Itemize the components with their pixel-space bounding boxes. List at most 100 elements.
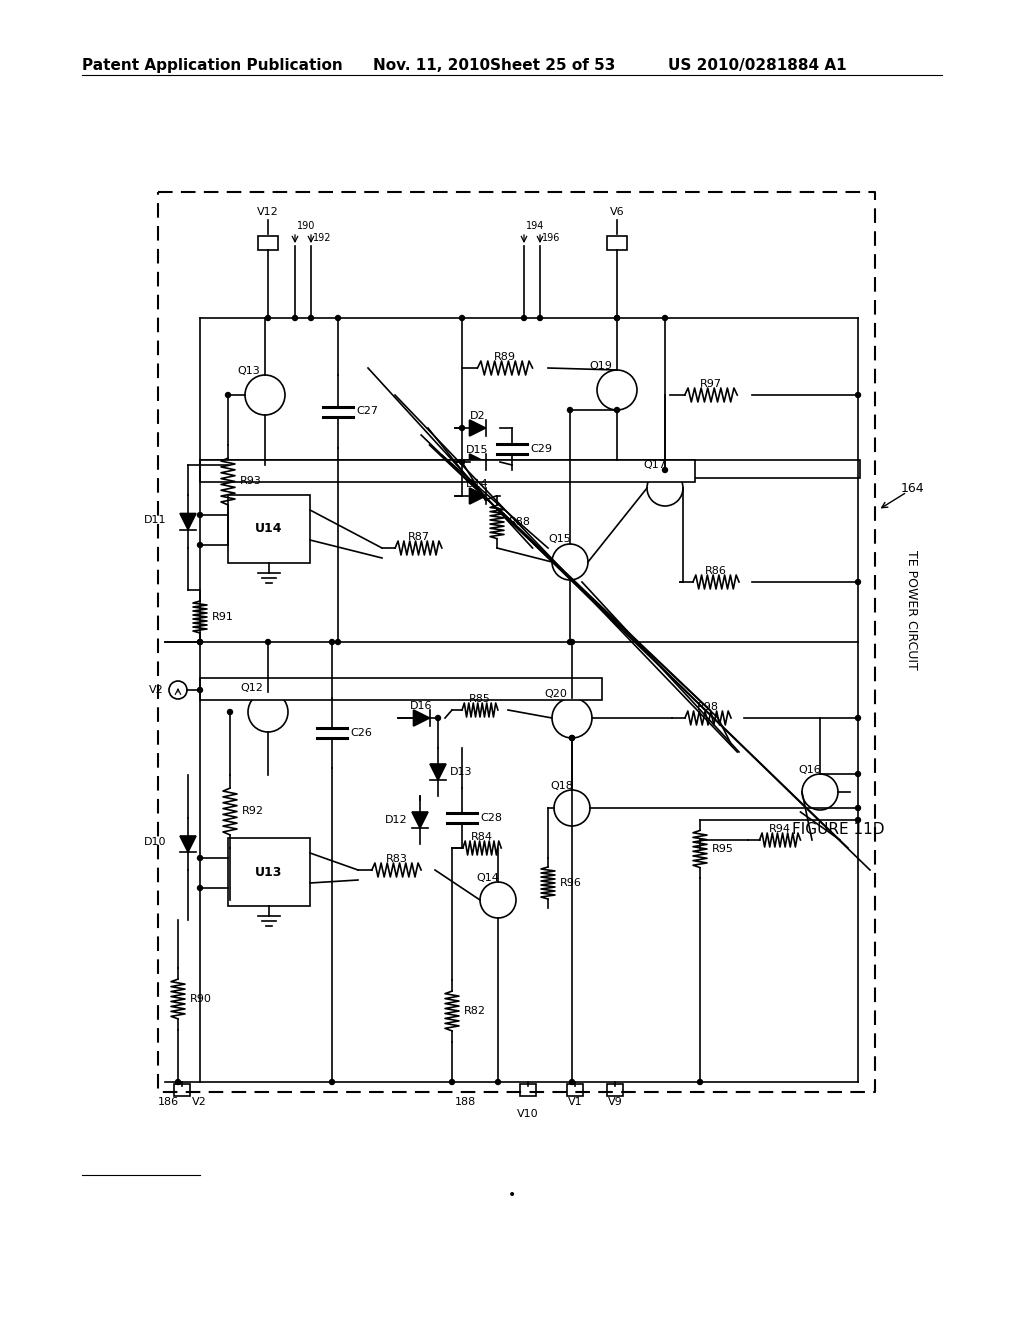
Text: R96: R96 (560, 878, 582, 888)
Circle shape (198, 512, 203, 517)
Polygon shape (414, 710, 429, 726)
Circle shape (265, 639, 270, 644)
Text: R85: R85 (469, 694, 490, 704)
Text: V10: V10 (517, 1109, 539, 1119)
Text: D10: D10 (143, 837, 166, 847)
Circle shape (225, 392, 230, 397)
Text: C29: C29 (530, 444, 552, 454)
Text: R86: R86 (706, 566, 727, 576)
Circle shape (663, 467, 668, 473)
Text: R94: R94 (769, 824, 791, 834)
Text: 186: 186 (158, 1097, 178, 1107)
Circle shape (614, 315, 620, 321)
Bar (200, 678, 602, 700)
Text: Sheet 25 of 53: Sheet 25 of 53 (490, 58, 615, 73)
Text: R98: R98 (697, 702, 719, 711)
Text: R82: R82 (464, 1006, 486, 1016)
Text: V9: V9 (607, 1097, 623, 1107)
Polygon shape (412, 812, 428, 828)
Text: Q13: Q13 (237, 366, 260, 376)
Text: 194: 194 (526, 220, 545, 231)
Circle shape (336, 315, 341, 321)
Text: 196: 196 (542, 234, 560, 243)
Text: Q15: Q15 (548, 535, 570, 544)
Text: US 2010/0281884 A1: US 2010/0281884 A1 (668, 58, 847, 73)
Text: D11: D11 (143, 515, 166, 525)
Circle shape (450, 1080, 455, 1085)
Circle shape (293, 315, 298, 321)
Text: V2: V2 (150, 685, 164, 696)
Text: V12: V12 (257, 207, 279, 216)
Text: R95: R95 (712, 843, 734, 854)
Text: TE POWER CIRCUIT: TE POWER CIRCUIT (905, 550, 919, 669)
Bar (607, 236, 627, 249)
Circle shape (569, 735, 574, 741)
Circle shape (567, 408, 572, 412)
Bar (174, 1084, 190, 1096)
Text: R87: R87 (408, 532, 429, 543)
Text: R84: R84 (471, 832, 493, 842)
Bar (200, 459, 860, 478)
Text: •: • (508, 1188, 516, 1203)
Text: V6: V6 (609, 207, 625, 216)
Text: C27: C27 (356, 407, 378, 417)
Circle shape (265, 315, 270, 321)
Text: V2: V2 (193, 1097, 207, 1107)
Circle shape (855, 579, 860, 585)
Circle shape (198, 639, 203, 644)
Circle shape (855, 715, 860, 721)
Circle shape (569, 735, 574, 741)
Text: 192: 192 (313, 234, 332, 243)
Text: D2: D2 (470, 411, 485, 421)
Polygon shape (180, 836, 196, 851)
Text: D14: D14 (466, 479, 488, 488)
Circle shape (855, 817, 860, 822)
Circle shape (198, 855, 203, 861)
Polygon shape (469, 420, 485, 436)
Circle shape (496, 1080, 501, 1085)
Text: R93: R93 (240, 477, 262, 487)
Text: 190: 190 (297, 220, 315, 231)
Text: Q12: Q12 (240, 682, 263, 693)
Text: Q17: Q17 (643, 459, 666, 470)
Circle shape (521, 315, 526, 321)
Text: Q14: Q14 (476, 873, 499, 883)
Polygon shape (469, 454, 485, 470)
Text: 164: 164 (900, 482, 924, 495)
Text: R83: R83 (386, 854, 408, 865)
Circle shape (697, 1080, 702, 1085)
Circle shape (336, 639, 341, 644)
Circle shape (460, 315, 465, 321)
Circle shape (569, 1080, 574, 1085)
Polygon shape (180, 513, 196, 529)
Text: Nov. 11, 2010: Nov. 11, 2010 (373, 58, 490, 73)
Bar (258, 236, 278, 249)
Text: R89: R89 (494, 352, 516, 362)
Circle shape (198, 688, 203, 693)
Text: Q18: Q18 (550, 781, 572, 791)
Text: R91: R91 (212, 612, 233, 622)
Circle shape (330, 639, 335, 644)
Circle shape (855, 771, 860, 776)
Circle shape (614, 315, 620, 321)
Text: Q19: Q19 (589, 360, 612, 371)
Text: U13: U13 (255, 866, 283, 879)
Circle shape (198, 543, 203, 548)
Polygon shape (469, 488, 485, 504)
Circle shape (855, 805, 860, 810)
Polygon shape (430, 764, 446, 780)
Text: C26: C26 (350, 729, 372, 738)
Bar (228, 838, 310, 906)
Circle shape (227, 710, 232, 714)
Text: D16: D16 (411, 701, 433, 711)
Circle shape (435, 715, 440, 721)
Circle shape (460, 425, 465, 430)
Circle shape (663, 315, 668, 321)
Text: R88: R88 (509, 517, 531, 527)
Bar (567, 1084, 583, 1096)
Text: V1: V1 (567, 1097, 583, 1107)
Circle shape (855, 392, 860, 397)
Circle shape (330, 1080, 335, 1085)
Text: U14: U14 (255, 523, 283, 536)
Bar (520, 1084, 536, 1096)
